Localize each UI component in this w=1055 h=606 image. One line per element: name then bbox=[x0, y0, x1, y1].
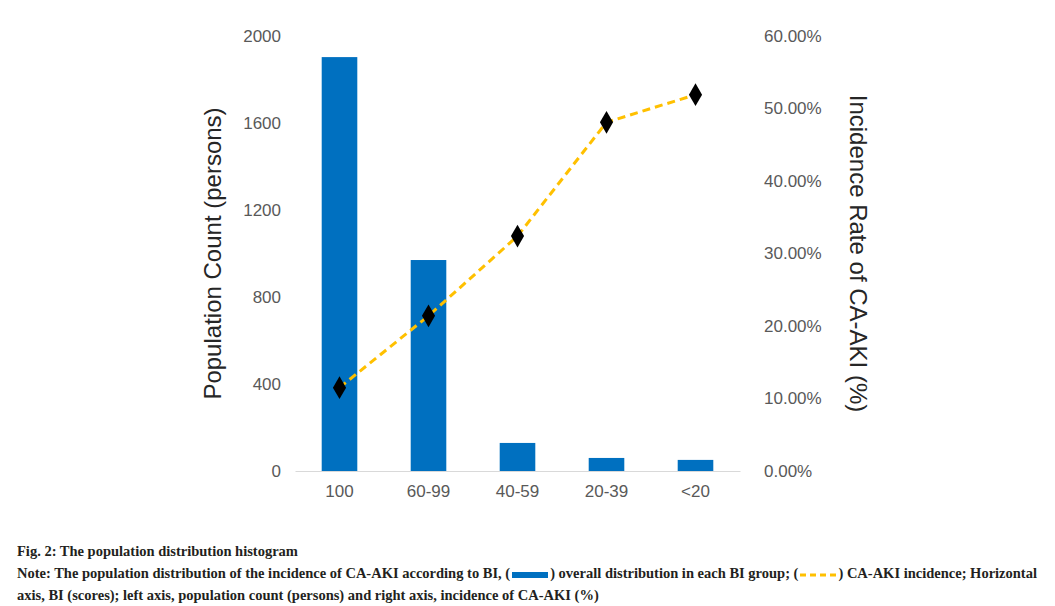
y-axis: 0 400 800 1200 1600 2000 bbox=[243, 27, 295, 481]
line bbox=[340, 95, 696, 388]
line-marker bbox=[511, 225, 524, 248]
y2-tick: 0.00% bbox=[740, 462, 812, 481]
y2-tick-label: 50.00% bbox=[764, 99, 822, 118]
x-tick-label: <20 bbox=[681, 482, 710, 501]
x-tick-label: 60-99 bbox=[407, 482, 450, 501]
y2-tick-label: 60.00% bbox=[764, 27, 822, 46]
y2-tick: 60.00% bbox=[740, 27, 822, 46]
y2-tick: 10.00% bbox=[740, 389, 822, 408]
bar bbox=[589, 458, 625, 471]
y2-tick-label: 40.00% bbox=[764, 172, 822, 191]
y-axis-title: Population Count (persons) bbox=[199, 107, 226, 399]
x-tick: 40-59 bbox=[496, 471, 539, 501]
line-marker bbox=[689, 83, 702, 106]
legend-swatch-line bbox=[800, 573, 836, 576]
y2-axis-title: Incidence Rate of CA-AKI (%) bbox=[845, 95, 872, 412]
x-tick-label: 40-59 bbox=[496, 482, 539, 501]
bar bbox=[322, 57, 358, 471]
caption: Fig. 2: The population distribution hist… bbox=[17, 540, 1047, 606]
legend-swatch bbox=[798, 570, 838, 580]
y-tick-label: 1600 bbox=[243, 114, 281, 133]
line-series bbox=[333, 83, 702, 399]
x-tick: 100 bbox=[325, 471, 353, 501]
y-tick-label: 1200 bbox=[243, 201, 281, 220]
y2-axis: 0.00% 10.00% 20.00% 30.00% 40.00% 50.00% 60.00… bbox=[740, 27, 822, 481]
line-marker bbox=[333, 376, 346, 399]
y-tick: 1600 bbox=[243, 114, 295, 133]
y2-tick: 20.00% bbox=[740, 317, 822, 336]
y2-tick-label: 0.00% bbox=[764, 462, 812, 481]
bar-series bbox=[322, 57, 714, 471]
y2-tick: 30.00% bbox=[740, 244, 822, 263]
y-tick-label: 2000 bbox=[243, 27, 281, 46]
x-tick-label: 20-39 bbox=[585, 482, 628, 501]
y2-tick-label: 20.00% bbox=[764, 317, 822, 336]
y-tick-label: 0 bbox=[272, 462, 281, 481]
y-tick: 2000 bbox=[243, 27, 295, 46]
y-tick-label: 400 bbox=[253, 375, 281, 394]
y2-axis-line bbox=[740, 37, 741, 472]
y2-tick: 50.00% bbox=[740, 99, 822, 118]
bar bbox=[411, 260, 447, 471]
line-marker bbox=[600, 111, 613, 134]
note-text: Note: The population distribution of the… bbox=[17, 565, 510, 581]
y-axis-line bbox=[295, 37, 296, 472]
y-tick: 800 bbox=[253, 288, 295, 307]
plot-area bbox=[322, 57, 714, 471]
y-tick: 1200 bbox=[243, 201, 295, 220]
figure-note: Note: The population distribution of the… bbox=[17, 562, 1047, 606]
legend-swatch bbox=[510, 570, 550, 580]
note-text: ) overall distribution in each BI group;… bbox=[550, 565, 798, 581]
x-tick: 20-39 bbox=[585, 471, 628, 501]
y2-tick-label: 10.00% bbox=[764, 389, 822, 408]
bar bbox=[500, 443, 536, 471]
y-tick-label: 800 bbox=[253, 288, 281, 307]
y-tick: 400 bbox=[253, 375, 295, 394]
x-tick-label: 100 bbox=[325, 482, 353, 501]
y2-tick-label: 30.00% bbox=[764, 244, 822, 263]
x-axis-line bbox=[296, 471, 741, 472]
x-tick: 60-99 bbox=[407, 471, 450, 501]
x-tick: <20 bbox=[681, 471, 710, 501]
y-tick: 0 bbox=[272, 462, 295, 481]
figure-title: Fig. 2: The population distribution hist… bbox=[17, 540, 1047, 562]
bar bbox=[678, 460, 714, 471]
legend-swatch-bar bbox=[512, 572, 548, 578]
x-axis: 100 60-99 40-59 20-39 <20 bbox=[296, 471, 741, 501]
y2-tick: 40.00% bbox=[740, 172, 822, 191]
line-marker bbox=[422, 304, 435, 327]
